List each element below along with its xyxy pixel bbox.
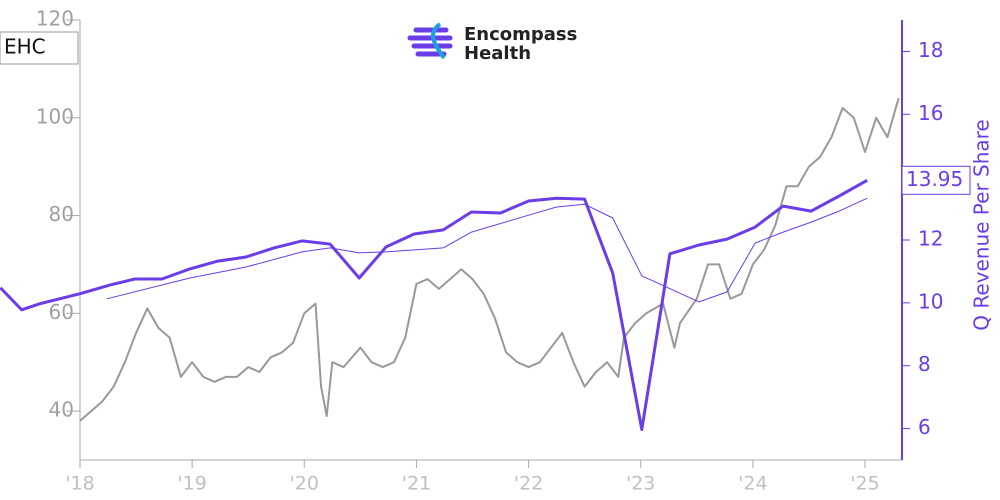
x-tick-label: '19: [177, 473, 206, 495]
ticker-box: [0, 31, 79, 65]
x-tick-label: '23: [626, 473, 655, 495]
y2-tick-label: 6: [918, 415, 931, 439]
last-value-box: [901, 165, 971, 195]
series-line: [79, 97, 900, 422]
y-tick-label: 40: [49, 398, 74, 422]
y2-axis-label: Q Revenue Per Share: [970, 119, 994, 331]
logo-text: Health: [464, 43, 531, 64]
x-tick-label: '22: [514, 473, 543, 495]
x-tick-label: '24: [738, 473, 767, 495]
y2-tick-label: 8: [918, 352, 931, 376]
logo: Encompass Health: [407, 22, 577, 64]
y2-tick-label: 18: [918, 38, 943, 62]
x-tick-label: '21: [402, 473, 431, 495]
logo-icon: [407, 27, 453, 57]
logo-icon: [431, 22, 446, 60]
x-tick-label: '18: [65, 473, 94, 495]
y2-tick-label: 16: [918, 101, 943, 125]
last-value-label: 13.95: [906, 167, 963, 191]
x-tick-label: '25: [850, 473, 879, 495]
series-line: [106, 197, 868, 303]
x-tick-label: '20: [290, 473, 319, 495]
y2-tick-label: 12: [918, 227, 943, 251]
logo-text: Encompass: [464, 24, 577, 45]
y-tick-label: 60: [49, 300, 74, 324]
y-tick-label: 100: [36, 104, 74, 128]
ticker: EHC: [4, 35, 46, 59]
y2-tick-label: 10: [918, 289, 943, 313]
y-tick-label: 80: [49, 202, 74, 226]
y-tick-label: 120: [36, 7, 74, 31]
series-line: [0, 178, 868, 431]
